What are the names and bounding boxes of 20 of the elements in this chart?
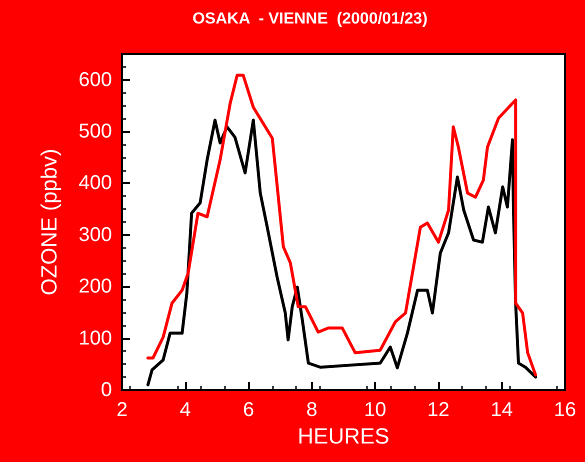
y-tick-label: 300 bbox=[78, 224, 112, 246]
x-tick-label: 16 bbox=[554, 399, 576, 421]
x-tick-label: 10 bbox=[364, 399, 386, 421]
line-series bbox=[146, 118, 538, 386]
x-tick-label: 8 bbox=[306, 399, 318, 421]
y-tick-label: 400 bbox=[78, 172, 112, 194]
chart-title: OSAKA - VIENNE (2000/01/23) bbox=[192, 10, 428, 28]
x-tick-label: 6 bbox=[243, 399, 254, 421]
x-tick-label: 4 bbox=[180, 399, 191, 421]
y-axis-title: OZONE (ppbv) bbox=[36, 148, 62, 296]
x-tick-label: 12 bbox=[427, 399, 450, 421]
x-axis-title: HEURES bbox=[298, 423, 390, 448]
y-tick-label: 0 bbox=[100, 379, 112, 401]
y-tick-label: 600 bbox=[78, 68, 112, 91]
x-tick-label: 2 bbox=[116, 399, 128, 421]
line-series bbox=[146, 74, 538, 377]
y-tick-label: 100 bbox=[78, 327, 112, 350]
y-tick-label: 500 bbox=[78, 120, 112, 143]
y-tick-label: 200 bbox=[78, 276, 112, 298]
x-tick-label: 14 bbox=[490, 399, 513, 421]
